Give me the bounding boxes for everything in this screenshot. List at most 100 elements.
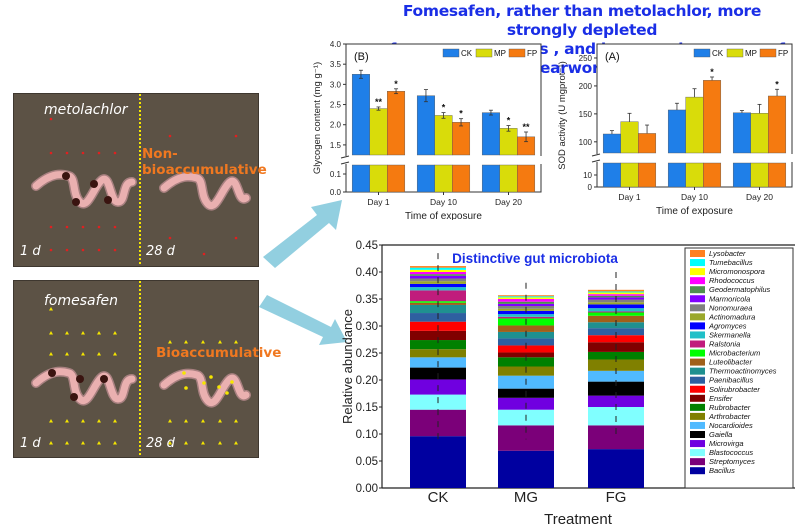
microbiota-chart: 0.00 0.05 0.10 0.15 0.20 0.25 0.30 0.35 0.40 0.45… bbox=[340, 240, 795, 528]
bar-ck-lower bbox=[481, 164, 500, 193]
stack-segment-solirubrobacter bbox=[498, 345, 554, 353]
residue-dot bbox=[49, 117, 53, 121]
stack-segment-rhodococcus bbox=[410, 272, 466, 275]
legend-label: Thermoactinomyces bbox=[709, 367, 777, 376]
stack-segment-bacillus bbox=[410, 436, 466, 488]
fomesafen-panel: fomesafen 1 d 28 d Bioaccumulative bbox=[13, 280, 281, 458]
legend-label: Solirubrobacter bbox=[709, 385, 760, 394]
significance-mark: * bbox=[710, 67, 714, 77]
bar-mp bbox=[369, 108, 388, 156]
y-tick-label: 0.0 bbox=[330, 188, 342, 197]
stack-segment-ensifer bbox=[410, 330, 466, 341]
residue-dot bbox=[49, 331, 53, 335]
compound-label: fomesafen bbox=[44, 293, 119, 309]
residue-dot bbox=[81, 331, 85, 335]
x-tick-label: Day 20 bbox=[495, 197, 522, 207]
bar-mp bbox=[620, 121, 639, 154]
legend-label: Nocardioides bbox=[709, 421, 753, 430]
stack-segment-tumebacillus bbox=[588, 291, 644, 293]
y-tick-label: 0.05 bbox=[356, 456, 378, 468]
bar-fp bbox=[452, 122, 471, 156]
bar-ck bbox=[481, 112, 500, 156]
residue-dot bbox=[113, 352, 117, 356]
legend-swatch bbox=[690, 367, 705, 375]
arrow-to-enzyme-charts bbox=[263, 200, 342, 268]
stack-segment-micromonospora bbox=[588, 292, 644, 295]
worm-1d bbox=[31, 366, 137, 406]
significance-mark: * bbox=[507, 116, 511, 126]
bar-fp-lower bbox=[387, 164, 406, 193]
legend-swatch bbox=[690, 313, 705, 321]
residue-dot bbox=[65, 225, 69, 229]
legend-swatch bbox=[690, 295, 705, 303]
residue-dot bbox=[49, 248, 53, 252]
stack-segment-bacillus bbox=[588, 449, 644, 488]
legend-swatch-ck bbox=[693, 48, 711, 58]
residue-dot bbox=[49, 307, 53, 311]
bar-mp-lower bbox=[750, 162, 769, 188]
stack-segment-agromyces bbox=[410, 283, 466, 288]
legend-label: Streptomyces bbox=[709, 457, 755, 466]
legend-label: Geodermatophilus bbox=[709, 285, 771, 294]
stack-segment-gaiella bbox=[588, 381, 644, 396]
worm-28d bbox=[159, 171, 251, 211]
stack-segment-ralstonia bbox=[498, 316, 554, 319]
legend-swatch bbox=[690, 394, 705, 402]
legend-swatch bbox=[690, 449, 705, 457]
legend-swatch bbox=[690, 268, 705, 276]
bar-ck-lower bbox=[351, 164, 370, 193]
stack-segment-nocardioides bbox=[588, 370, 644, 382]
legend-label: Gaiella bbox=[709, 430, 732, 439]
legend-swatch-fp bbox=[759, 48, 777, 58]
worm-1d bbox=[31, 169, 137, 209]
panel-label: (B) bbox=[354, 51, 369, 63]
legend-label: Blastococcus bbox=[709, 448, 753, 457]
arrows bbox=[259, 200, 347, 345]
stack-segment-actinomadura bbox=[588, 302, 644, 305]
residue-dot bbox=[81, 419, 85, 423]
stack-segment-solirubrobacter bbox=[588, 335, 644, 343]
panel-label: (A) bbox=[605, 51, 620, 63]
legend-label-fp: FP bbox=[778, 49, 788, 58]
legend-swatch bbox=[690, 340, 705, 348]
residue-dot bbox=[218, 340, 222, 344]
compound-label: metolachlor bbox=[44, 102, 128, 118]
bar-ck-lower bbox=[732, 162, 751, 188]
residue-dot bbox=[168, 419, 172, 423]
y-tick-label: 250 bbox=[579, 54, 593, 63]
sod-chart: 100 150 200 250 0 10 Day 1 Day 10 * Day 20 * (A) CK M… bbox=[557, 43, 794, 217]
residue-dot bbox=[97, 352, 101, 356]
stack-segment-luteolibacter bbox=[498, 325, 554, 332]
x-tick-label: Day 10 bbox=[430, 197, 457, 207]
residue-dot bbox=[49, 441, 53, 445]
legend-label: Agromyces bbox=[708, 321, 747, 330]
legend-swatch bbox=[690, 421, 705, 429]
bar-ck-lower bbox=[667, 162, 686, 188]
y-tick-label: 0.25 bbox=[356, 348, 378, 360]
fomesafen-scene bbox=[31, 281, 251, 457]
axis-break-mark bbox=[591, 159, 601, 163]
bar-fp-lower bbox=[768, 162, 787, 188]
residue-dot bbox=[234, 340, 238, 344]
residue-dot bbox=[113, 441, 117, 445]
legend-swatch bbox=[690, 322, 705, 330]
x-tick-label: CK bbox=[428, 489, 449, 506]
legend-swatch bbox=[690, 286, 705, 294]
residue-dot bbox=[65, 331, 69, 335]
residue-dot bbox=[234, 419, 238, 423]
legend-label: Ensifer bbox=[709, 394, 733, 403]
bar-mp-lower bbox=[499, 164, 518, 193]
y-tick-label: 0.35 bbox=[356, 294, 378, 306]
y-tick-label: 0 bbox=[588, 183, 593, 192]
stack-segment-geodermatophilus bbox=[410, 274, 466, 276]
y-tick-label: 3.0 bbox=[330, 80, 342, 89]
stack-segment-rubrobacter bbox=[498, 357, 554, 367]
y-tick-label: 4.0 bbox=[330, 40, 342, 49]
residue-dot bbox=[97, 331, 101, 335]
y-tick-label: 2.5 bbox=[330, 101, 342, 110]
bar-mp bbox=[434, 115, 453, 156]
legend-label: Paenibacillus bbox=[709, 376, 753, 385]
y-tick-label: 0.30 bbox=[356, 321, 378, 333]
residue-dots bbox=[49, 307, 238, 445]
